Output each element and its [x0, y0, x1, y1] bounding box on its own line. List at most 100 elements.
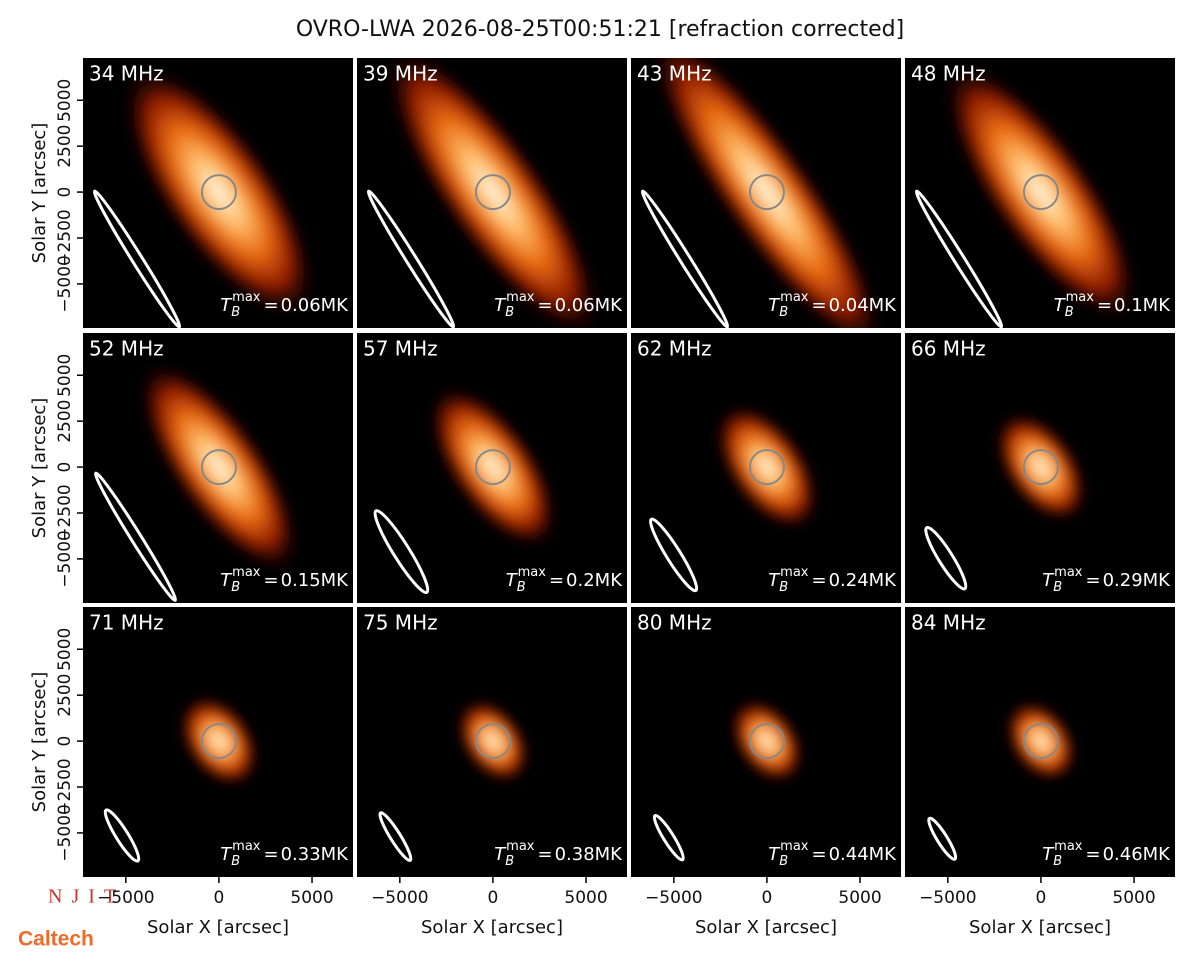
tmax-superscript: max [780, 565, 809, 580]
y-tick-label: 5000 [55, 628, 75, 671]
tmax-value: 0.38MK [555, 844, 624, 865]
source-emission [179, 695, 259, 787]
frequency-label: 62 MHz [637, 337, 712, 361]
tmax-symbol: T [768, 844, 781, 865]
solar-disk [1022, 723, 1059, 760]
tmax-equals: = [537, 295, 552, 316]
y-tick-label: −5000 [55, 530, 75, 588]
panel [83, 607, 353, 877]
y-tick-label: 5000 [55, 79, 75, 122]
tmax-value: 0.33MK [281, 844, 350, 865]
tmax-value: 0.06MK [281, 295, 350, 316]
y-tick-label: −2500 [55, 484, 75, 542]
tmax-annotation: TBmax = 0.15MK [220, 565, 349, 595]
frequency-label: 34 MHz [89, 62, 164, 86]
panel [905, 333, 1175, 603]
y-tick-label: 2500 [55, 400, 75, 443]
source-emission [995, 412, 1087, 522]
tmax-subscript: B [779, 305, 788, 320]
x-axis-label: Solar X [arcsec] [969, 917, 1111, 938]
x-tick-label: −5000 [371, 888, 429, 908]
frequency-label: 71 MHz [89, 611, 164, 635]
tmax-annotation: TBmax = 0.29MK [1042, 565, 1171, 595]
solar-disk [748, 449, 785, 486]
panel [631, 607, 901, 877]
x-tick-label: 5000 [1112, 888, 1155, 908]
x-axis-label: Solar X [arcsec] [147, 917, 289, 938]
beam [914, 189, 1004, 328]
tmax-subscript: B [1065, 305, 1074, 320]
solar-disk [474, 449, 511, 486]
tmax-equals: = [1085, 844, 1100, 865]
tmax-superscript: max [232, 290, 261, 305]
tmax-subscript: B [779, 854, 788, 869]
tmax-symbol: T [1042, 844, 1055, 865]
tmax-subscript: B [231, 580, 240, 595]
source-emission [428, 385, 558, 549]
tmax-symbol: T [494, 844, 507, 865]
x-tick-label: 0 [214, 888, 225, 908]
solar-disk [748, 723, 785, 760]
frequency-label: 57 MHz [363, 337, 438, 361]
x-tick-label: −5000 [645, 888, 703, 908]
tmax-symbol: T [220, 844, 233, 865]
x-axis-label: Solar X [arcsec] [421, 917, 563, 938]
x-tick-label: 5000 [838, 888, 881, 908]
beam [373, 509, 430, 595]
panel [357, 607, 627, 877]
tmax-equals: = [811, 570, 826, 591]
source-emission [649, 58, 885, 328]
tmax-superscript: max [506, 290, 535, 305]
panel [631, 58, 901, 328]
source-emission [384, 58, 602, 328]
tmax-symbol: T [220, 570, 233, 591]
tmax-subscript: B [231, 854, 240, 869]
frequency-label: 52 MHz [89, 337, 164, 361]
x-tick-label: −5000 [97, 888, 155, 908]
tmax-subscript: B [231, 305, 240, 320]
tmax-value: 0.46MK [1103, 844, 1172, 865]
tmax-symbol: T [1054, 295, 1067, 316]
beam [94, 471, 177, 602]
x-tick-label: 5000 [290, 888, 333, 908]
tmax-value: 0.15MK [281, 570, 350, 591]
tmax-annotation: TBmax = 0.44MK [768, 839, 897, 869]
tmax-symbol: T [1042, 570, 1055, 591]
y-axis-label: Solar Y [arcsec] [29, 672, 50, 813]
logo-njit: NJIT [48, 886, 125, 908]
tmax-superscript: max [780, 290, 809, 305]
tmax-superscript: max [1054, 565, 1083, 580]
tmax-annotation: TBmax = 0.06MK [494, 290, 623, 320]
y-tick-label: −2500 [55, 209, 75, 267]
beam [649, 517, 699, 593]
tmax-subscript: B [505, 854, 514, 869]
solar-disk [1022, 174, 1059, 211]
tmax-value: 0.29MK [1103, 570, 1172, 591]
source-emission [138, 361, 300, 573]
tmax-value: 0.06MK [555, 295, 624, 316]
solar-disk [200, 723, 237, 760]
source-emission [943, 61, 1139, 323]
frequency-label: 39 MHz [363, 62, 438, 86]
tmax-superscript: max [232, 565, 261, 580]
source-emission [121, 65, 317, 319]
beam [927, 816, 958, 861]
y-tick-label: −5000 [55, 804, 75, 862]
tmax-value: 0.24MK [829, 570, 898, 591]
tmax-value: 0.04MK [829, 295, 898, 316]
beam [924, 525, 968, 591]
x-tick-label: 0 [1036, 888, 1047, 908]
tmax-annotation: TBmax = 0.2MK [506, 565, 624, 595]
solar-disk [748, 174, 785, 211]
tmax-annotation: TBmax = 0.46MK [1042, 839, 1171, 869]
beam [640, 189, 730, 328]
tmax-annotation: TBmax = 0.04MK [768, 290, 897, 320]
tmax-equals: = [811, 844, 826, 865]
tmax-subscript: B [517, 580, 526, 595]
logo-caltech: Caltech [18, 928, 94, 951]
source-emission [715, 404, 819, 530]
solar-disk [474, 723, 511, 760]
source-emission [730, 699, 803, 783]
tmax-equals: = [537, 844, 552, 865]
